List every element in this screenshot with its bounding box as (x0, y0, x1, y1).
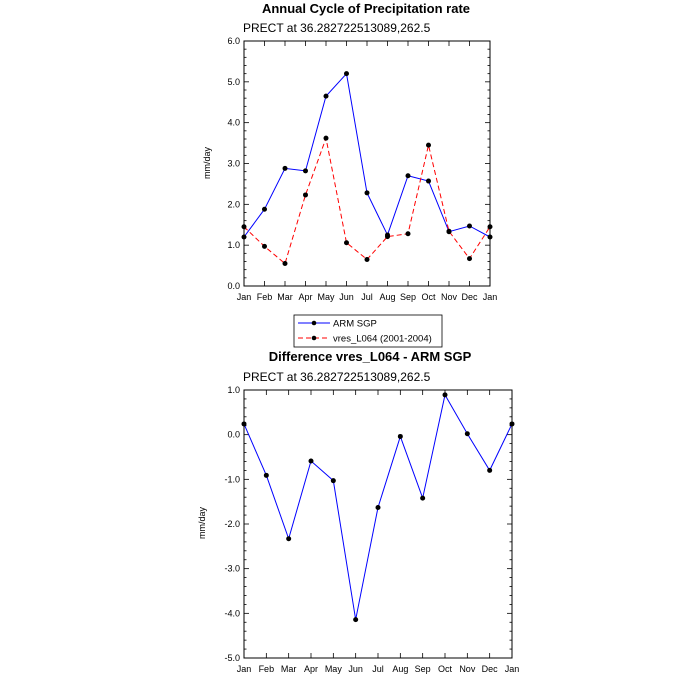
chart1-series-1-point (426, 142, 431, 148)
chart2-xtick-label: Aug (392, 664, 408, 674)
chart2-series-0-point (241, 421, 247, 427)
chart1-title: Annual Cycle of Precipitation rate (262, 1, 470, 16)
chart2-frame (243, 389, 513, 659)
chart1-series-1-point (262, 243, 267, 249)
chart2-ytick-label: -5.0 (224, 653, 240, 663)
chart1-xtick-label: Sep (400, 292, 416, 302)
chart2-series-0-point (509, 421, 515, 427)
chart1-ytick-label: 3.0 (227, 159, 240, 169)
chart2-series-0-point (442, 392, 448, 398)
chart2-xtick-label: Sep (415, 664, 431, 674)
chart1-series-1-line (243, 136, 491, 265)
chart2-xtick-label: Jan (237, 664, 252, 674)
chart2-series-0-point (487, 467, 493, 473)
chart2-series-0-point (420, 495, 426, 501)
chart2-plot-area: -5.0 -4.0 -3.0 -2.0 -1.0 0.0 1.0 Jan Feb Mar Apr Ma… (224, 385, 519, 674)
chart1-ylabel: mm/day (202, 147, 212, 180)
chart2-xtick-label: Oct (438, 664, 453, 674)
chart1-xtick-label: Oct (421, 292, 436, 302)
chart2-series-0-point (464, 431, 470, 437)
chart1-frame (243, 40, 491, 287)
chart1-ytick-label: 6.0 (227, 36, 240, 46)
chart2-series-0-point (353, 617, 359, 623)
chart1-series-0-point (303, 168, 308, 174)
chart1-xtick-label: Dec (461, 292, 478, 302)
chart2-xtick-label: Mar (281, 664, 297, 674)
chart2-xtick-label: Jan (505, 664, 520, 674)
chart1-plot-area: 0.0 1.0 2.0 3.0 4.0 5.0 6.0 Jan Feb Mar Apr May Jun J… (227, 36, 497, 302)
chart1-series-1-point (364, 256, 370, 262)
chart1-series-1-point (487, 224, 493, 230)
chart2-ytick-label: 1.0 (227, 385, 240, 395)
chart2-series-0-point (397, 433, 403, 439)
chart1-series-0-line (243, 72, 491, 238)
chart2-series-0-point (308, 458, 314, 464)
chart1-series-0-point (364, 190, 370, 196)
legend-label-vres: vres_L064 (2001-2004) (333, 334, 432, 345)
chart2-series-0-point (375, 504, 381, 510)
chart1-xtick-label: Mar (277, 292, 293, 302)
chart1-series-0-point (282, 165, 288, 171)
chart2-xtick-label: Nov (459, 664, 476, 674)
chart1-xtick-label: Jun (339, 292, 354, 302)
chart1-series-1-point (405, 231, 411, 237)
legend-box (293, 314, 443, 348)
chart2-xtick-label: Jun (348, 664, 363, 674)
chart1-series-0-point (323, 93, 329, 99)
chart1-ytick-label: 1.0 (227, 240, 240, 250)
chart1-series-0-point (426, 178, 431, 184)
chart2-xtick-label: Dec (482, 664, 499, 674)
chart2-ylabel: mm/day (197, 507, 207, 540)
chart1-xtick-label: Jan (483, 292, 498, 302)
chart2-ytick-label: 0.0 (227, 430, 240, 440)
chart1-series-1-point (303, 192, 308, 198)
chart2-xtick-label: May (325, 664, 343, 674)
chart1-series-1-point (282, 261, 288, 267)
chart1-series-0-point (241, 234, 247, 240)
chart1-series-0-point (262, 206, 267, 212)
chart1-subtitle: PRECT at 36.282722513089,262.5 (243, 21, 431, 35)
chart1-xtick-label: Feb (257, 292, 273, 302)
difference-chart: Difference vres_L064 - ARM SGP PRECT at … (197, 349, 519, 674)
chart1-series-0-point (344, 71, 349, 77)
chart1-ytick-label: 4.0 (227, 118, 240, 128)
chart1-xtick-label: May (317, 292, 335, 302)
chart1-xtick-label: Jul (361, 292, 373, 302)
chart1-ytick-label: 2.0 (227, 199, 240, 209)
chart1-xtick-label: Jan (237, 292, 252, 302)
chart2-series-0-point (263, 472, 269, 478)
annual-cycle-chart: Annual Cycle of Precipitation rate PRECT… (202, 1, 497, 348)
chart1-series-1-point (323, 135, 329, 141)
chart1-series-1-point (241, 224, 247, 230)
chart2-series-0-point (286, 536, 292, 542)
legend-marker-vres (311, 335, 317, 341)
chart1-series-0-point (487, 234, 493, 240)
chart2-ytick-label: -2.0 (224, 519, 240, 529)
chart1-series-1-point (344, 240, 349, 246)
chart1-series-0-point (405, 173, 411, 179)
chart1-series-1-point (467, 256, 472, 262)
chart1-series-0-point (467, 223, 472, 229)
legend-label-arm-sgp: ARM SGP (333, 319, 377, 330)
chart1-ytick-label: 0.0 (227, 281, 240, 291)
chart2-subtitle: PRECT at 36.282722513089,262.5 (243, 370, 431, 384)
chart2-xtick-label: Feb (259, 664, 275, 674)
chart1-xtick-label: Aug (379, 292, 395, 302)
chart2-ytick-label: -4.0 (224, 608, 240, 618)
chart2-xtick-label: Jul (372, 664, 384, 674)
chart1-series-1-point (446, 228, 452, 234)
legend-marker-arm-sgp (311, 320, 317, 326)
chart1-xtick-label: Nov (441, 292, 458, 302)
chart1-xtick-label: Apr (298, 292, 312, 302)
chart1-legend: ARM SGP vres_L064 (2001-2004) (293, 314, 443, 348)
chart2-ytick-label: -1.0 (224, 474, 240, 484)
chart1-series-1-point (385, 234, 390, 240)
chart1-ytick-label: 5.0 (227, 77, 240, 87)
chart2-title: Difference vres_L064 - ARM SGP (269, 349, 472, 364)
chart2-ytick-label: -3.0 (224, 564, 240, 574)
chart2-series-0-point (330, 478, 336, 484)
chart2-xtick-label: Apr (304, 664, 318, 674)
